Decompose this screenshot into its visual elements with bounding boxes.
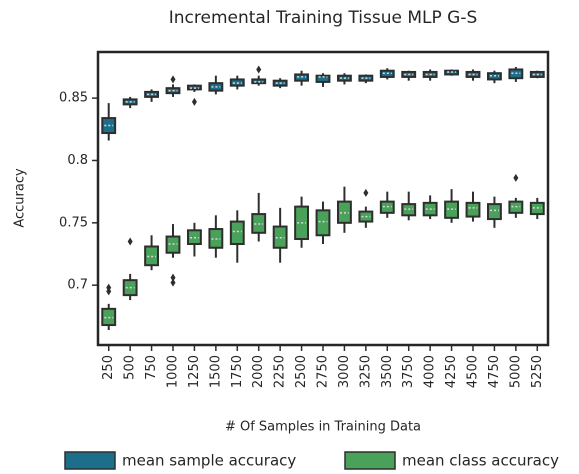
box	[315, 209, 331, 237]
x-tick-label: 750	[144, 355, 159, 380]
x-tick-label: 500	[123, 355, 138, 380]
box	[315, 74, 331, 83]
x-tick-label: 2750	[316, 355, 331, 388]
legend-swatch	[344, 451, 396, 470]
legend-label: mean class accuracy	[402, 452, 559, 470]
box	[487, 203, 502, 221]
x-tick-label: 1000	[166, 355, 181, 388]
y-tick-label: 0.7	[67, 278, 88, 293]
outlier	[513, 173, 519, 182]
x-tick-label: 2500	[294, 355, 309, 388]
outlier	[170, 273, 176, 282]
outlier	[363, 188, 369, 197]
outlier	[106, 283, 112, 292]
x-tick-label: 4000	[423, 355, 438, 388]
x-tick-label: 2000	[251, 355, 266, 388]
x-tick-label: 3750	[401, 355, 416, 388]
x-tick-label: 2250	[273, 355, 288, 388]
x-tick-label: 3000	[337, 355, 352, 388]
outlier	[191, 97, 197, 106]
box	[229, 220, 245, 246]
y-axis-label: Accuracy	[13, 168, 28, 228]
outlier	[170, 75, 176, 84]
chart-title: Incremental Training Tissue MLP G-S	[169, 8, 478, 28]
x-tick-label: 3250	[358, 355, 373, 388]
outlier	[127, 237, 133, 246]
x-tick-label: 4750	[487, 355, 502, 388]
x-tick-label: 4250	[444, 355, 459, 388]
x-axis-label: # Of Samples in Training Data	[225, 420, 421, 435]
outlier	[170, 278, 176, 287]
x-tick-label: 3500	[380, 355, 395, 388]
legend-label: mean sample accuracy	[122, 452, 296, 470]
x-tick-label: 1750	[230, 355, 245, 388]
x-tick-label: 5000	[508, 355, 523, 388]
x-tick-label: 4500	[466, 355, 481, 388]
legend-swatch	[64, 451, 116, 470]
y-tick-label: 0.8	[67, 153, 88, 168]
box	[465, 201, 481, 218]
y-tick-label: 0.85	[59, 91, 88, 106]
y-tick-label: 0.75	[59, 215, 88, 230]
x-tick-label: 250	[101, 355, 116, 380]
outlier	[256, 65, 262, 74]
x-tick-label: 1250	[187, 355, 202, 388]
x-tick-label: 1500	[208, 355, 223, 388]
plot-frame	[96, 50, 550, 347]
x-tick-label: 5250	[530, 355, 545, 388]
